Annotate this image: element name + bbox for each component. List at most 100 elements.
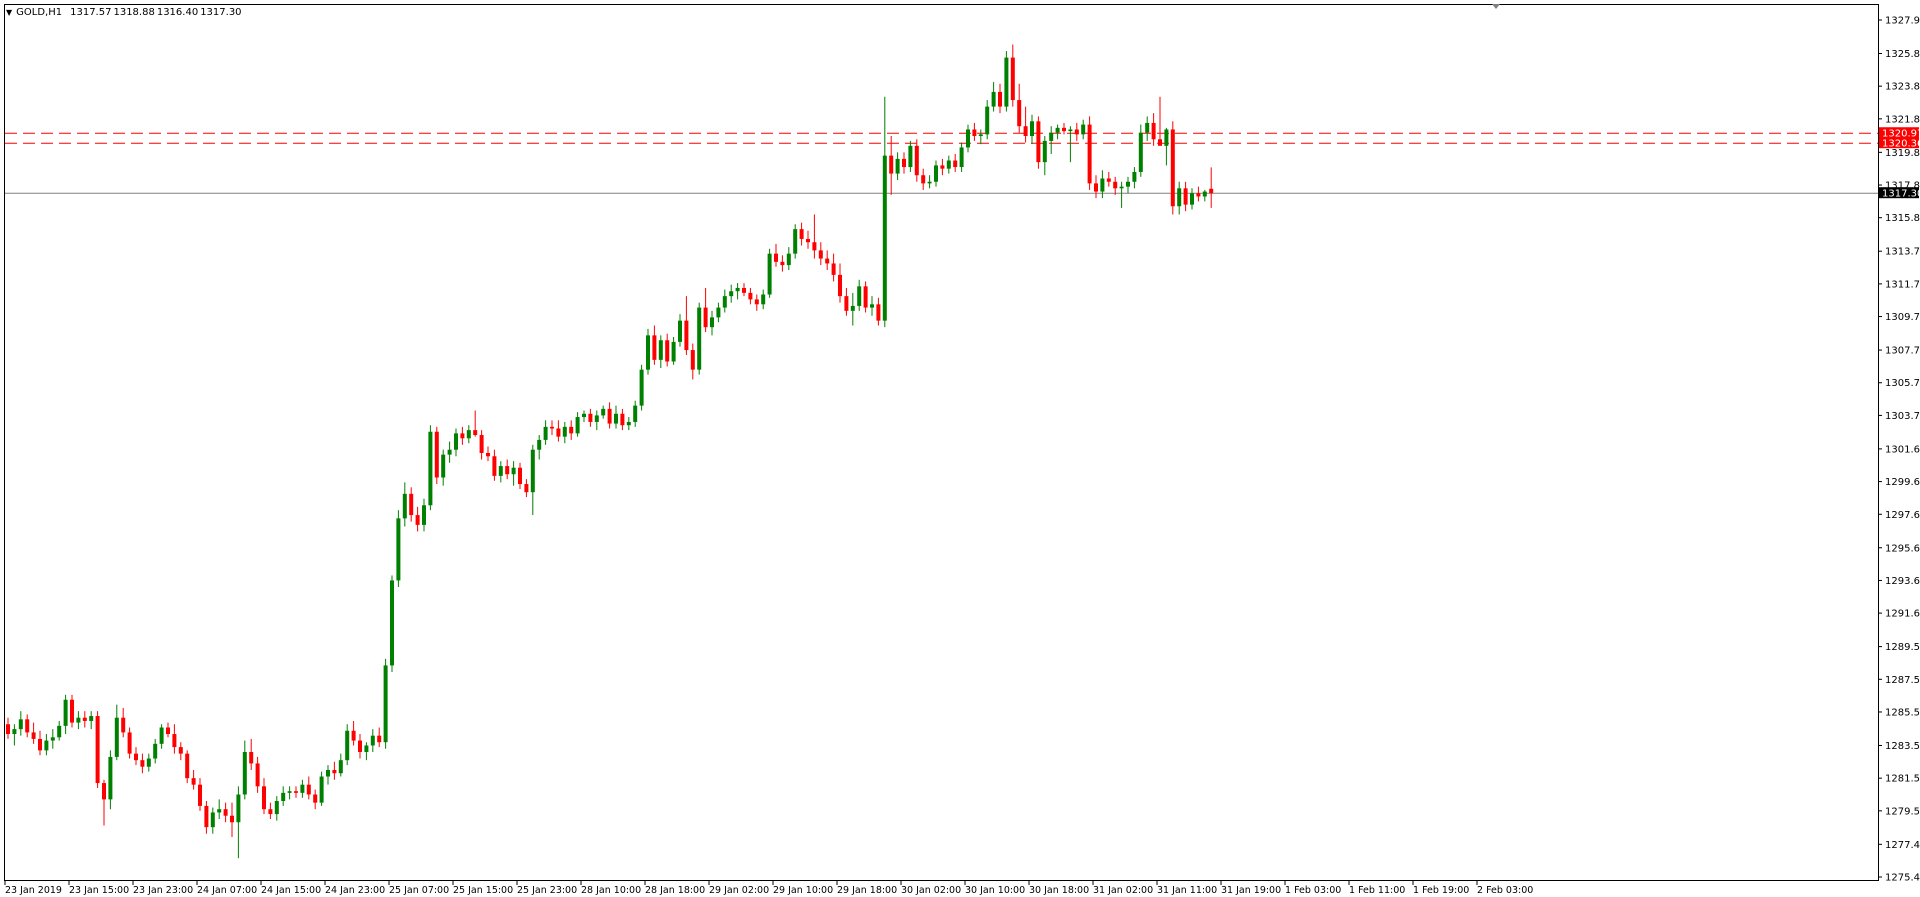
candle-body [972,129,977,137]
candle-body [1202,191,1207,197]
candle-188 [1209,167,1214,208]
x-tick-label: 24 Jan 23:00 [325,885,385,896]
candle-23 [153,738,158,764]
candle-body [774,253,778,262]
candle-22 [146,753,151,772]
candle-body [646,335,650,370]
x-tick-label: 31 Jan 19:00 [1221,885,1281,896]
candle-body [870,304,874,308]
candle-body [121,717,126,733]
candle-55 [358,734,362,759]
candle-body [185,753,190,779]
candle-95 [614,405,618,429]
candle-2 [18,711,23,736]
candle-body [991,91,996,107]
candle-18 [121,707,126,738]
candle-body [338,760,343,774]
candle-38 [249,738,254,770]
candles-layer [6,44,1214,859]
candle-37 [242,740,247,800]
candle-123 [793,224,798,259]
y-tick-label: 1285.55 [1885,707,1920,718]
candle-body [6,724,10,735]
candle-body [146,758,151,767]
candle-body [710,317,714,328]
candle-body [1177,188,1182,207]
candle-107 [690,343,695,380]
candle-body [82,717,87,721]
candle-49 [319,771,324,806]
candle-body [242,752,247,795]
candle-51 [332,761,337,780]
candle-143 [921,168,926,190]
candle-120 [774,243,778,267]
candle-body [1190,193,1194,205]
candle-144 [927,175,932,189]
candle-body [902,158,906,168]
candle-105 [678,314,682,347]
candle-body [479,435,484,453]
candle-183 [1177,181,1182,215]
candle-body [102,783,106,800]
candle-body [658,340,663,360]
candle-24 [159,724,164,749]
candle-182 [1170,121,1175,215]
candle-161 [1036,116,1041,169]
candle-6 [44,734,49,756]
candle-body [1042,140,1047,163]
candle-57 [370,729,375,753]
y-tick-label: 1309.75 [1885,312,1920,323]
candle-body [831,263,836,275]
candle-162 [1042,136,1047,176]
candle-175 [1126,176,1130,194]
candle-125 [806,230,810,249]
candle-body [300,784,305,793]
open-value: 1317.57 [70,7,112,18]
candle-117 [754,294,759,311]
chart-shift-marker-icon[interactable] [1492,4,1500,9]
candle-body [1132,171,1137,182]
candle-116 [748,287,753,305]
candle-173 [1113,176,1118,195]
candle-106 [684,296,689,355]
candle-body [210,812,215,828]
y-tick-label: 1317.80 [1885,181,1920,192]
candle-body [940,165,945,169]
candle-body [422,505,426,525]
hline-tag-label: 1320.97 [1882,129,1920,140]
candle-body [409,493,414,516]
candle-10 [70,694,74,728]
candle-113 [729,284,734,303]
candle-body [748,292,753,300]
candle-65 [422,498,426,532]
candle-body [18,719,23,730]
candle-body [377,735,382,743]
candle-88 [569,420,574,440]
candle-body [703,307,708,328]
candle-body [985,106,990,135]
candle-body [518,467,522,485]
candle-body [844,296,849,311]
candle-body [1074,129,1079,135]
candle-body [863,286,868,308]
candle-108 [697,302,702,375]
x-tick-label: 1 Feb 19:00 [1413,885,1469,896]
candle-150 [966,124,970,153]
candle-body [684,320,689,351]
candle-5 [38,730,42,756]
candle-77 [498,461,503,483]
candle-47 [306,776,311,800]
candle-83 [537,435,542,460]
candle-89 [575,412,580,437]
candle-145 [934,160,938,187]
y-tick-label: 1311.75 [1885,279,1920,290]
candle-67 [434,426,439,485]
candle-140 [902,152,906,174]
candle-body [1106,178,1111,182]
dropdown-triangle-icon[interactable]: ▼ [6,8,13,17]
candle-74 [479,430,484,460]
candle-body [198,784,202,806]
candle-42 [274,796,279,821]
candle-16 [108,750,113,810]
